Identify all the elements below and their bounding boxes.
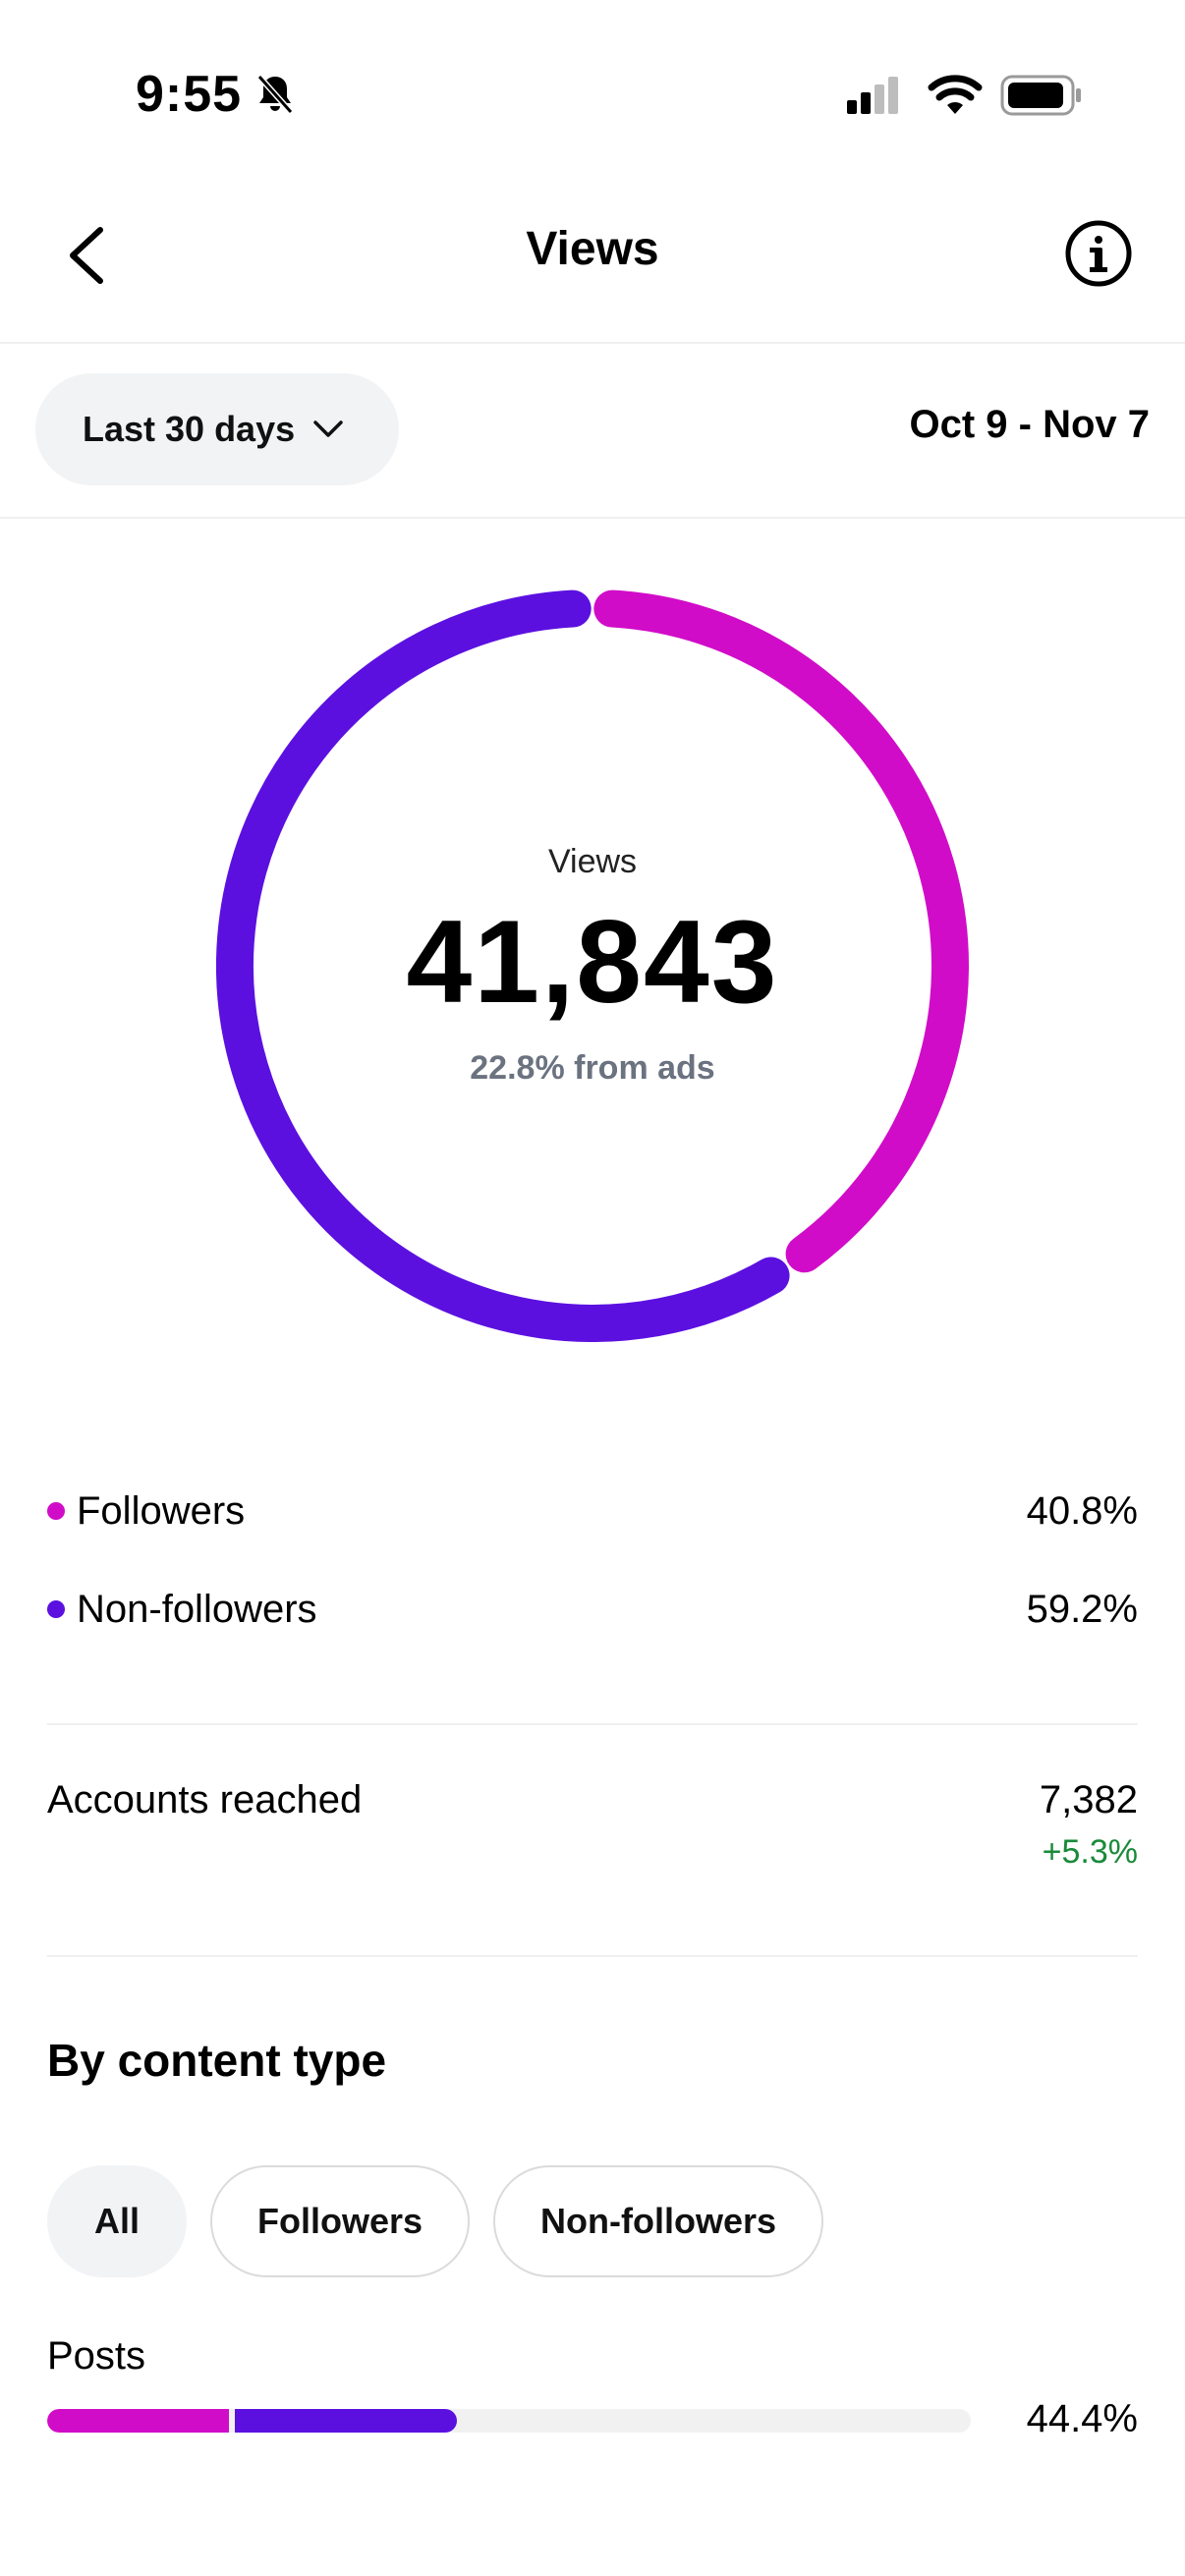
legend-label: Followers <box>77 1488 246 1533</box>
chevron-left-icon <box>70 227 103 284</box>
date-range-dropdown[interactable]: Last 30 days <box>35 373 399 485</box>
views-total: 41,843 <box>406 896 779 1028</box>
date-range-label: Last 30 days <box>83 409 296 449</box>
posts-bar <box>47 2409 971 2433</box>
cellular-signal-icon <box>847 77 898 114</box>
views-donut-chart <box>216 589 969 1342</box>
accounts-reached-value: 7,382 <box>1039 1778 1138 1821</box>
nav-bar: Views <box>0 187 1185 344</box>
filter-row: Last 30 days Oct 9 - Nov 7 <box>0 346 1185 519</box>
chip-all[interactable]: All <box>47 2165 188 2277</box>
non-followers-dot <box>47 1600 65 1618</box>
legend-followers: Followers 40.8% <box>47 1482 1138 1540</box>
legend-label: Non-followers <box>77 1587 317 1631</box>
back-button[interactable] <box>47 216 126 295</box>
posts-value: 44.4% <box>1026 2397 1138 2440</box>
non-followers-arc <box>216 589 790 1342</box>
bell-muted-icon <box>256 75 294 114</box>
info-button[interactable] <box>1057 212 1140 295</box>
followers-dot <box>47 1502 65 1520</box>
accounts-reached-change: +5.3% <box>1042 1833 1138 1871</box>
battery-icon <box>1000 75 1081 116</box>
divider <box>47 1723 1138 1725</box>
posts-label: Posts <box>47 2334 146 2378</box>
page-title: Views <box>526 223 659 275</box>
status-time: 9:55 <box>136 66 243 123</box>
donut-center: Views 41,843 22.8% from ads <box>216 589 969 1342</box>
ads-share: 22.8% from ads <box>470 1049 715 1087</box>
legend-value: 59.2% <box>1026 1587 1138 1631</box>
chip-non-followers[interactable]: Non-followers <box>493 2165 824 2277</box>
wifi-icon <box>928 75 983 114</box>
posts-non-followers-segment <box>235 2409 457 2433</box>
legend-non-followers: Non-followers 59.2% <box>47 1580 1138 1639</box>
views-label: Views <box>547 843 638 880</box>
chip-followers[interactable]: Followers <box>210 2165 471 2277</box>
content-type-chips: All Followers Non-followers <box>47 2165 824 2277</box>
section-title: By content type <box>47 2035 387 2086</box>
posts-followers-segment <box>47 2409 229 2433</box>
info-icon <box>1065 220 1132 287</box>
followers-arc <box>593 589 969 1273</box>
date-range-text: Oct 9 - Nov 7 <box>909 403 1150 446</box>
chevron-down-icon <box>313 420 343 437</box>
status-bar: 9:55 <box>0 0 1185 177</box>
accounts-reached-label: Accounts reached <box>47 1778 363 1821</box>
divider <box>47 1955 1138 1957</box>
legend-value: 40.8% <box>1026 1488 1138 1533</box>
